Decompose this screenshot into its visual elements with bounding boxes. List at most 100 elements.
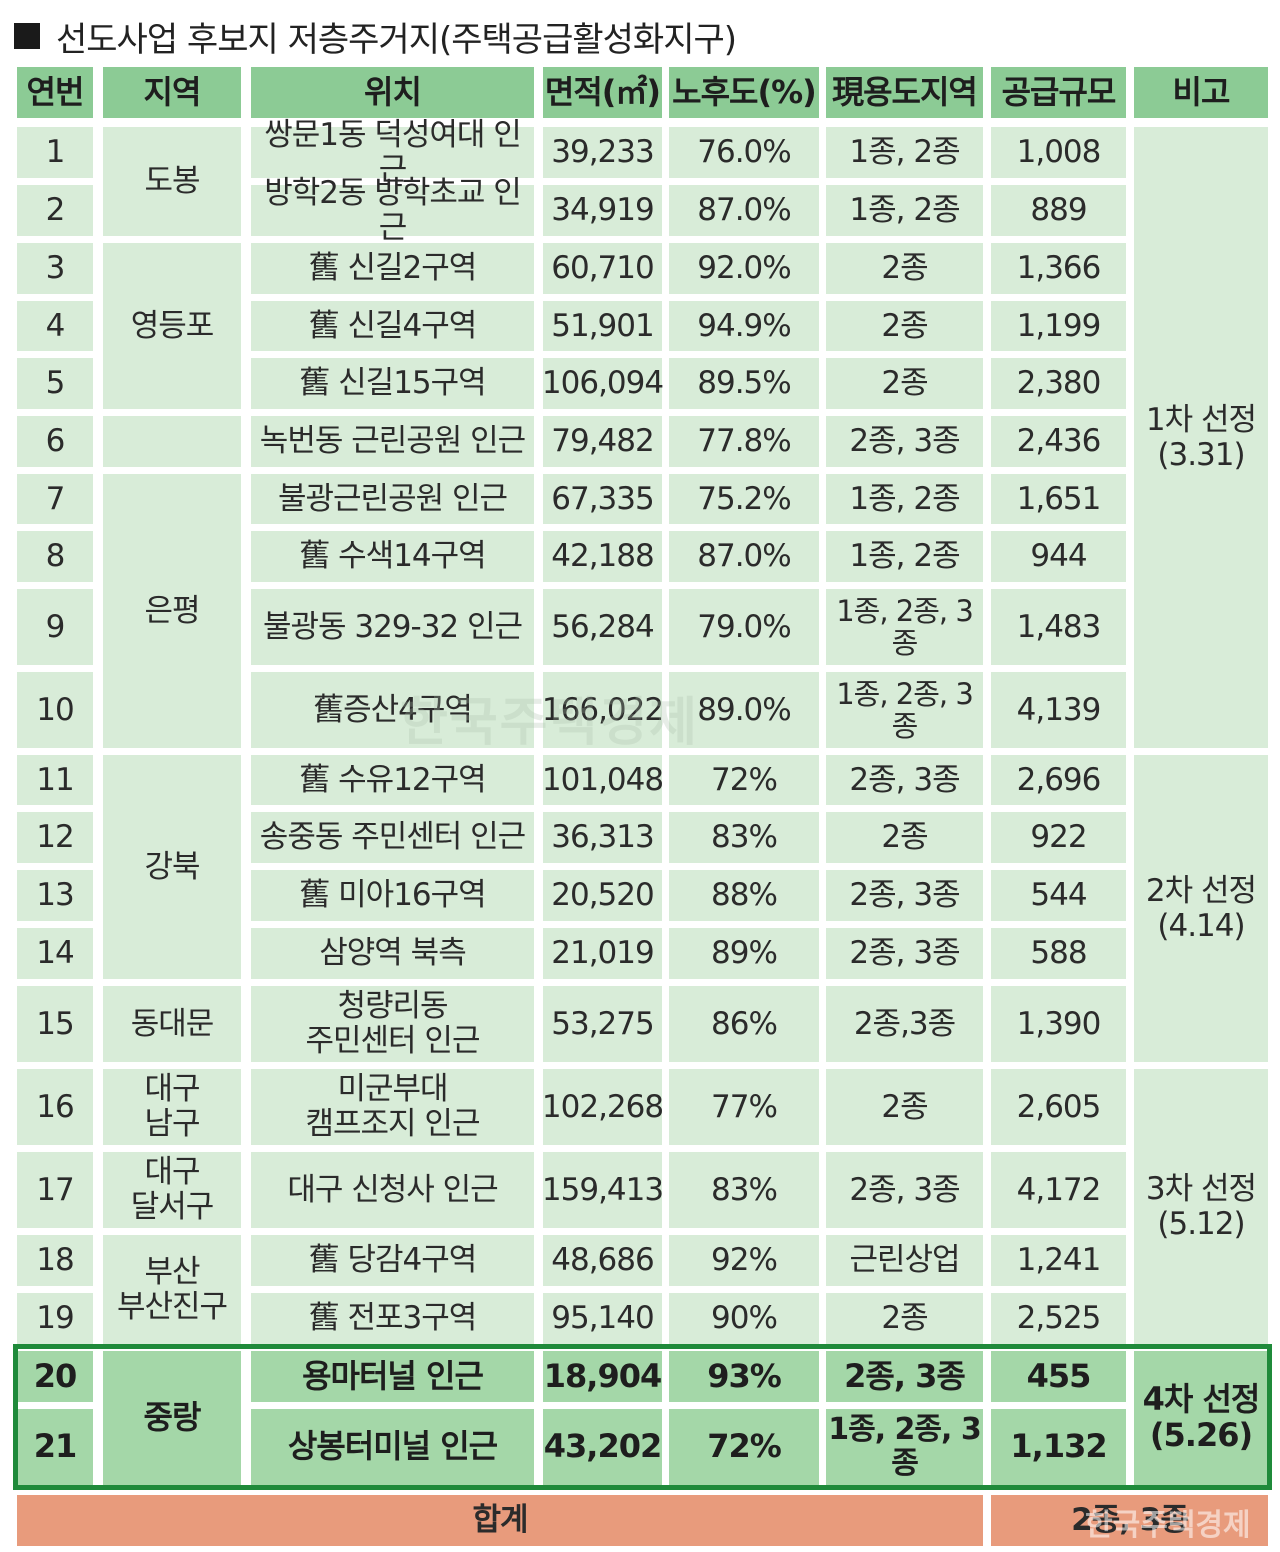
region-cell: 영등포 — [103, 243, 241, 409]
row-number-cell: 1 — [17, 127, 93, 178]
location-cell: 舊 미아16구역 — [251, 870, 534, 921]
area-cell: 60,710 — [543, 243, 662, 294]
aging-rate-cell: 83% — [669, 812, 819, 863]
location-cell: 미군부대 캠프조지 인근 — [251, 1069, 534, 1145]
row-number-cell: 2 — [17, 185, 93, 236]
row-number-cell: 14 — [17, 928, 93, 979]
supply-cell: 4,139 — [991, 672, 1126, 748]
aging-rate-cell: 77.8% — [669, 416, 819, 467]
row-number-cell: 7 — [17, 474, 93, 524]
location-cell: 舊 수유12구역 — [251, 755, 534, 805]
zoning-cell: 2종, 3종 — [826, 928, 983, 979]
zoning-cell: 2종 — [826, 812, 983, 863]
supply-cell: 2,380 — [991, 358, 1126, 409]
area-cell: 21,019 — [543, 928, 662, 979]
zoning-cell: 2종 — [826, 1293, 983, 1344]
aging-rate-cell: 89.5% — [669, 358, 819, 409]
aging-rate-cell: 86% — [669, 986, 819, 1062]
supply-cell: 922 — [991, 812, 1126, 863]
row-number-cell: 20 — [17, 1351, 93, 1402]
row-number-cell: 3 — [17, 243, 93, 294]
area-cell: 166,022 — [542, 672, 664, 748]
supply-cell: 2,605 — [991, 1069, 1126, 1145]
location-cell: 녹번동 근린공원 인근 — [251, 416, 534, 467]
area-cell: 18,904 — [543, 1351, 662, 1402]
area-cell: 42,188 — [543, 531, 662, 582]
area-cell: 95,140 — [543, 1293, 662, 1344]
zoning-cell: 2종, 3종 — [826, 1152, 983, 1228]
supply-cell: 1,483 — [991, 589, 1126, 665]
header-cell: 現용도지역 — [826, 67, 983, 118]
row-number-cell: 21 — [17, 1409, 93, 1485]
region-cell: 은평 — [103, 474, 241, 748]
area-cell: 79,482 — [543, 416, 662, 467]
supply-cell: 944 — [991, 531, 1126, 582]
row-number-cell: 12 — [17, 812, 93, 863]
location-cell: 舊 수색14구역 — [251, 531, 534, 582]
zoning-cell: 2종,3종 — [826, 986, 983, 1062]
area-cell: 106,094 — [542, 358, 664, 409]
location-cell: 삼양역 북측 — [251, 928, 534, 979]
supply-cell: 588 — [991, 928, 1126, 979]
supply-cell: 1,132 — [991, 1409, 1126, 1485]
location-cell: 청량리동 주민센터 인근 — [251, 986, 534, 1062]
header-cell: 노후도(%) — [669, 67, 819, 118]
row-number-cell: 15 — [17, 986, 93, 1062]
note-cell: 1차 선정 (3.31) — [1134, 127, 1268, 748]
area-cell: 102,268 — [542, 1069, 664, 1145]
row-number-cell: 19 — [17, 1293, 93, 1344]
area-cell: 43,202 — [543, 1409, 662, 1485]
aging-rate-cell: 77% — [669, 1069, 819, 1145]
area-cell: 101,048 — [542, 755, 664, 805]
supply-cell: 1,241 — [991, 1235, 1126, 1286]
zoning-cell: 2종, 3종 — [826, 416, 983, 467]
location-cell: 송중동 주민센터 인근 — [251, 812, 534, 863]
location-cell: 舊 당감4구역 — [251, 1235, 534, 1286]
area-cell: 48,686 — [543, 1235, 662, 1286]
aging-rate-cell: 83% — [669, 1152, 819, 1228]
total-value-cell: 2종, 3종 — [991, 1495, 1268, 1546]
row-number-cell: 10 — [17, 672, 93, 748]
title-text: 선도사업 후보지 저층주거지(주택공급활성화지구) — [56, 19, 737, 60]
location-cell: 舊 신길15구역 — [251, 358, 534, 409]
location-cell: 방학2동 방학초교 인근 — [251, 175, 534, 245]
area-cell: 159,413 — [542, 1152, 664, 1228]
aging-rate-cell: 89% — [669, 928, 819, 979]
area-cell: 34,919 — [543, 185, 662, 236]
region-cell: 동대문 — [103, 986, 241, 1062]
aging-rate-cell: 72% — [669, 755, 819, 805]
aging-rate-cell: 89.0% — [669, 672, 819, 748]
note-cell: 4차 선정 (5.26) — [1134, 1351, 1268, 1485]
zoning-cell: 2종 — [826, 358, 983, 409]
supply-cell: 2,525 — [991, 1293, 1126, 1344]
location-cell: 불광동 329-32 인근 — [251, 589, 534, 665]
zoning-cell: 2종 — [826, 243, 983, 294]
location-cell: 용마터널 인근 — [251, 1351, 534, 1402]
row-number-cell: 4 — [17, 301, 93, 351]
row-number-cell: 11 — [17, 755, 93, 805]
region-cell: 대구 남구 — [103, 1069, 241, 1145]
zoning-cell: 2종, 3종 — [826, 1351, 983, 1402]
area-cell: 36,313 — [543, 812, 662, 863]
area-cell: 20,520 — [543, 870, 662, 921]
zoning-cell: 2종 — [826, 1069, 983, 1145]
supply-cell: 4,172 — [991, 1152, 1126, 1228]
location-cell: 대구 신청사 인근 — [251, 1152, 534, 1228]
supply-cell: 1,651 — [991, 474, 1126, 524]
row-number-cell: 13 — [17, 870, 93, 921]
aging-rate-cell: 87.0% — [669, 185, 819, 236]
row-number-cell: 18 — [17, 1235, 93, 1286]
aging-rate-cell: 87.0% — [669, 531, 819, 582]
region-cell: 중랑 — [103, 1351, 241, 1485]
aging-rate-cell: 79.0% — [669, 589, 819, 665]
header-cell: 면적(㎡) — [543, 67, 662, 118]
zoning-cell: 2종 — [826, 301, 983, 351]
region-cell — [103, 416, 241, 467]
region-cell: 부산 부산진구 — [103, 1235, 241, 1344]
header-cell: 위치 — [251, 67, 534, 118]
area-cell: 51,901 — [543, 301, 662, 351]
region-cell: 도봉 — [103, 127, 241, 236]
supply-cell: 889 — [991, 185, 1126, 236]
zoning-cell: 1종, 2종, 3 종 — [826, 1409, 983, 1485]
supply-cell: 1,199 — [991, 301, 1126, 351]
